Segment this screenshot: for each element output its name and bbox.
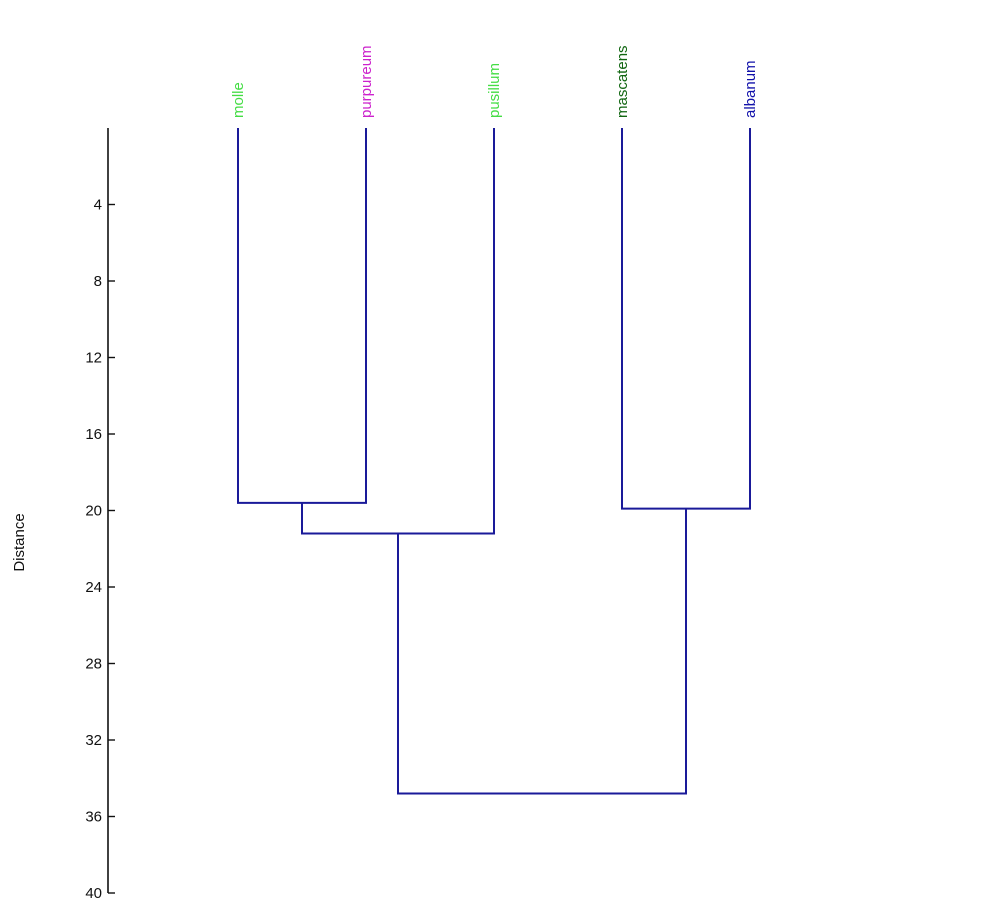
y-tick-label: 4 bbox=[94, 197, 102, 214]
leaf-label-albanum: albanum bbox=[742, 60, 759, 118]
y-tick-label: 8 bbox=[94, 273, 102, 290]
branch-molle+purpureum+pusillum--mascatens+albanum bbox=[397, 508, 687, 795]
leaf-label-purpureum: purpureum bbox=[358, 45, 375, 118]
y-tick-label: 20 bbox=[85, 503, 102, 520]
branch-molle+purpureum--pusillum bbox=[301, 128, 495, 535]
y-axis-title: Distance bbox=[11, 513, 28, 571]
y-tick-label: 16 bbox=[85, 426, 102, 443]
leaf-label-molle: molle bbox=[230, 82, 247, 118]
y-tick-label: 36 bbox=[85, 809, 102, 826]
y-tick-label: 28 bbox=[85, 656, 102, 673]
branch-molle--purpureum bbox=[237, 128, 367, 504]
y-tick-label: 24 bbox=[85, 579, 102, 596]
dendrogram-branches bbox=[237, 128, 751, 795]
y-tick-label: 12 bbox=[85, 350, 102, 367]
leaf-labels: molle purpureum pusillum mascatens albanum bbox=[230, 45, 759, 118]
y-tick-label: 32 bbox=[85, 732, 102, 749]
branch-mascatens--albanum bbox=[621, 128, 751, 510]
leaf-label-mascatens: mascatens bbox=[614, 45, 631, 118]
leaf-label-pusillum: pusillum bbox=[486, 63, 503, 118]
y-tick-label: 40 bbox=[85, 885, 102, 902]
y-axis: 4 8 12 16 20 24 28 32 36 40 Distance bbox=[11, 128, 115, 902]
